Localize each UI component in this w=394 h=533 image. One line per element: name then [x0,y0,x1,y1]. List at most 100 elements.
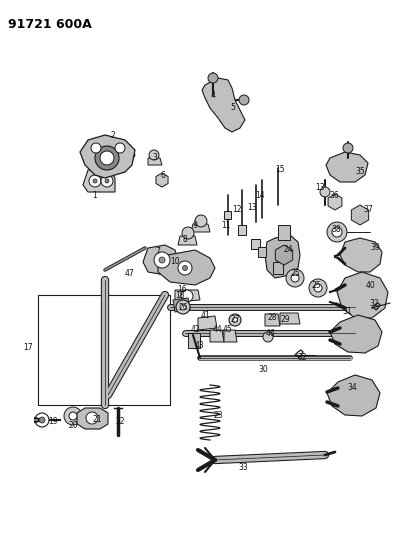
Text: 10: 10 [170,257,180,266]
Text: 30: 30 [258,366,268,375]
Circle shape [180,304,186,310]
Polygon shape [280,313,300,324]
Polygon shape [191,224,210,232]
Circle shape [195,215,207,227]
Circle shape [101,175,113,187]
Polygon shape [326,152,368,182]
Text: 22: 22 [115,417,125,426]
Circle shape [182,227,194,239]
Text: 3: 3 [152,152,158,161]
Polygon shape [327,375,380,416]
Polygon shape [77,408,108,429]
Text: 46: 46 [266,328,276,337]
Circle shape [154,252,170,268]
Circle shape [239,95,249,105]
Text: 32: 32 [297,353,307,362]
Text: 4: 4 [210,91,216,100]
Text: 25: 25 [290,269,300,278]
Circle shape [327,222,347,242]
Polygon shape [202,78,245,132]
Polygon shape [330,315,382,353]
Polygon shape [148,158,162,165]
Circle shape [286,269,304,287]
Circle shape [159,257,165,263]
Polygon shape [340,238,382,272]
Circle shape [343,143,353,153]
Text: 42: 42 [190,326,200,335]
Text: 9: 9 [193,221,197,230]
Text: 40: 40 [366,280,376,289]
Polygon shape [173,298,190,312]
Polygon shape [258,247,266,257]
Circle shape [95,146,119,170]
Text: 35: 35 [355,167,365,176]
Circle shape [93,179,97,183]
Text: 5: 5 [230,102,236,111]
Text: 38: 38 [331,225,341,235]
Polygon shape [224,330,237,342]
Circle shape [69,412,77,420]
Circle shape [314,284,322,292]
Text: 45: 45 [223,326,233,335]
Polygon shape [95,148,122,162]
Text: 28: 28 [267,313,277,322]
Text: 36: 36 [329,191,339,200]
Text: 26: 26 [178,303,188,312]
Polygon shape [198,316,217,330]
Polygon shape [328,194,342,210]
Circle shape [320,187,330,197]
Text: 39: 39 [370,244,380,253]
Text: 91721 600A: 91721 600A [8,18,92,31]
Circle shape [332,227,342,237]
Circle shape [181,290,193,302]
Polygon shape [188,333,200,348]
Text: 20: 20 [68,421,78,430]
Polygon shape [251,239,260,249]
Polygon shape [265,314,280,326]
Circle shape [232,318,238,322]
Text: 13: 13 [247,203,257,212]
Text: 25: 25 [311,280,321,289]
Circle shape [39,417,45,423]
Polygon shape [275,245,293,265]
Polygon shape [158,250,215,285]
Polygon shape [273,262,283,274]
Text: 16: 16 [177,286,187,295]
Circle shape [64,407,82,425]
Text: 12: 12 [232,206,242,214]
Text: 23: 23 [213,410,223,419]
Polygon shape [210,330,224,342]
Text: 21: 21 [92,416,102,424]
Text: 24: 24 [283,246,293,254]
Circle shape [105,179,109,183]
Polygon shape [156,173,168,187]
Text: 15: 15 [275,166,285,174]
Circle shape [208,73,218,83]
Text: 32: 32 [369,298,379,308]
Bar [38,295,170,405]
Polygon shape [178,236,197,245]
Text: 47: 47 [125,269,135,278]
Circle shape [309,279,327,297]
Circle shape [182,265,188,271]
Circle shape [229,314,241,326]
Polygon shape [143,245,178,275]
Text: 27: 27 [230,316,240,325]
Text: 6: 6 [161,171,165,180]
Text: 43: 43 [195,341,205,350]
Polygon shape [88,140,135,172]
Circle shape [115,143,125,153]
Text: 1: 1 [93,190,97,199]
Text: 19: 19 [48,417,58,426]
Polygon shape [278,225,290,240]
Circle shape [35,413,49,427]
Text: 33: 33 [238,464,248,472]
Polygon shape [80,135,135,178]
Polygon shape [351,205,369,225]
Polygon shape [265,235,300,278]
Circle shape [263,332,273,342]
Circle shape [291,274,299,282]
Circle shape [178,261,192,275]
Circle shape [86,412,98,424]
Circle shape [149,150,159,160]
